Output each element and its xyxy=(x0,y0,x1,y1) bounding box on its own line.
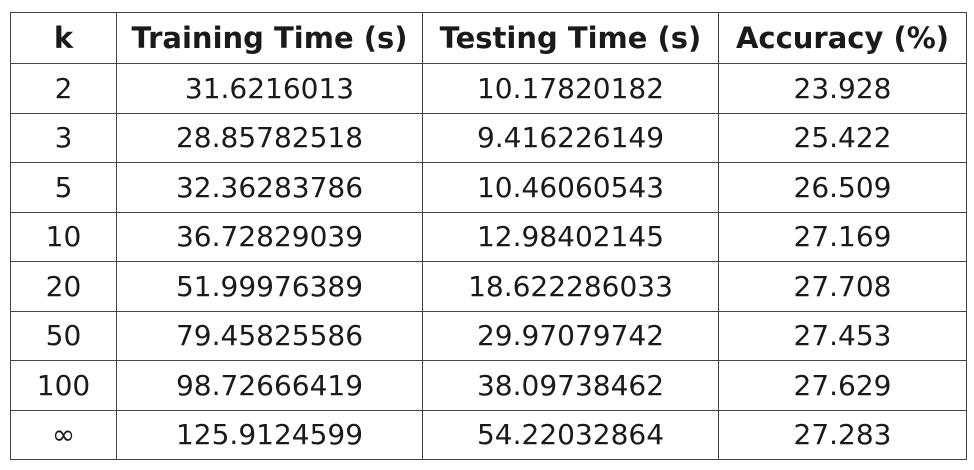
cell-k: 50 xyxy=(10,310,117,361)
cell-k: 100 xyxy=(10,360,117,411)
cell-accuracy: 27.629 xyxy=(718,360,967,411)
table-row: ∞ 125.9124599 54.22032864 27.283 xyxy=(10,409,967,460)
table-body: 2 31.6216013 10.17820182 23.928 3 28.857… xyxy=(10,63,967,460)
cell-training-time: 28.85782518 xyxy=(116,112,423,163)
table-row: 50 79.45825586 29.97079742 27.453 xyxy=(10,310,967,361)
cell-training-time: 31.6216013 xyxy=(116,63,423,114)
cell-k: 2 xyxy=(10,63,117,114)
table-row: 10 36.72829039 12.98402145 27.169 xyxy=(10,211,967,262)
table-row: 3 28.85782518 9.416226149 25.422 xyxy=(10,112,967,163)
cell-training-time: 32.36283786 xyxy=(116,162,423,213)
cell-k: 20 xyxy=(10,261,117,312)
cell-testing-time: 29.97079742 xyxy=(422,310,719,361)
cell-accuracy: 25.422 xyxy=(718,112,967,163)
cell-k: ∞ xyxy=(10,409,117,460)
table-header: k Training Time (s) Testing Time (s) Acc… xyxy=(10,12,967,64)
cell-accuracy: 27.169 xyxy=(718,211,967,262)
table-row: 20 51.99976389 18.622286033 27.708 xyxy=(10,261,967,312)
cell-accuracy: 27.453 xyxy=(718,310,967,361)
cell-accuracy: 27.708 xyxy=(718,261,967,312)
cell-k: 10 xyxy=(10,211,117,262)
cell-accuracy: 27.283 xyxy=(718,409,967,460)
header-training-time: Training Time (s) xyxy=(116,12,423,64)
header-row: k Training Time (s) Testing Time (s) Acc… xyxy=(10,12,967,64)
cell-testing-time: 12.98402145 xyxy=(422,211,719,262)
cell-training-time: 125.9124599 xyxy=(116,409,423,460)
cell-testing-time: 54.22032864 xyxy=(422,409,719,460)
cell-testing-time: 10.46060543 xyxy=(422,162,719,213)
header-accuracy: Accuracy (%) xyxy=(718,12,967,64)
cell-training-time: 51.99976389 xyxy=(116,261,423,312)
header-testing-time: Testing Time (s) xyxy=(422,12,719,64)
cell-testing-time: 38.09738462 xyxy=(422,360,719,411)
table-row: 100 98.72666419 38.09738462 27.629 xyxy=(10,360,967,411)
cell-k: 3 xyxy=(10,112,117,163)
cell-training-time: 98.72666419 xyxy=(116,360,423,411)
cell-training-time: 36.72829039 xyxy=(116,211,423,262)
cell-testing-time: 10.17820182 xyxy=(422,63,719,114)
cell-accuracy: 23.928 xyxy=(718,63,967,114)
cell-k: 5 xyxy=(10,162,117,213)
cell-testing-time: 18.622286033 xyxy=(422,261,719,312)
results-table: k Training Time (s) Testing Time (s) Acc… xyxy=(10,12,967,460)
cell-training-time: 79.45825586 xyxy=(116,310,423,361)
table-row: 5 32.36283786 10.46060543 26.509 xyxy=(10,162,967,213)
table-row: 2 31.6216013 10.17820182 23.928 xyxy=(10,63,967,114)
header-k: k xyxy=(10,12,117,64)
cell-accuracy: 26.509 xyxy=(718,162,967,213)
cell-testing-time: 9.416226149 xyxy=(422,112,719,163)
